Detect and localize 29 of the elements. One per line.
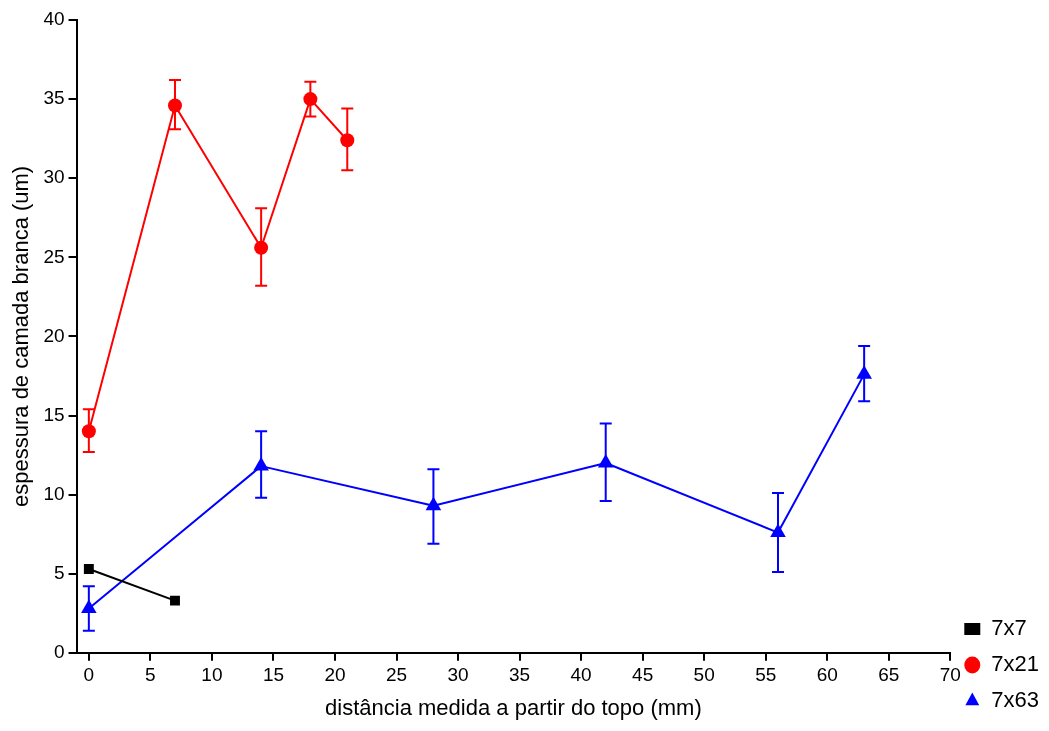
x-tick-label: 20 <box>324 664 346 686</box>
x-tick-label: 60 <box>816 664 838 686</box>
x-tick-label: 0 <box>83 664 95 686</box>
y-tick-label: 35 <box>43 87 65 109</box>
y-tick-label: 20 <box>43 324 65 346</box>
x-tick-label: 70 <box>939 664 961 686</box>
x-tick-label: 40 <box>570 664 592 686</box>
x-tick-label: 65 <box>878 664 900 686</box>
y-tick-label: 40 <box>43 8 65 30</box>
x-tick-label: 45 <box>632 664 654 686</box>
x-tick-label: 35 <box>509 664 531 686</box>
legend-label: 7x21 <box>991 651 1040 677</box>
x-tick-label: 55 <box>755 664 777 686</box>
y-tick-label: 25 <box>43 245 65 267</box>
x-tick-label: 50 <box>693 664 715 686</box>
y-tick-label: 30 <box>43 166 65 188</box>
y-tick-label: 10 <box>43 482 65 504</box>
x-tick-label: 10 <box>201 664 223 686</box>
x-axis-title: distância medida a partir do topo (mm) <box>325 694 702 720</box>
y-axis-title: espessura de camada branca (um) <box>8 165 34 507</box>
y-tick-label: 5 <box>53 561 65 583</box>
x-tick-label: 30 <box>447 664 469 686</box>
y-tick-label: 15 <box>43 403 65 425</box>
x-tick-label: 15 <box>262 664 285 686</box>
y-tick-label: 0 <box>53 641 65 663</box>
legend-label: 7x7 <box>991 615 1027 641</box>
x-tick-label: 5 <box>145 664 156 686</box>
legend-label: 7x63 <box>991 687 1040 713</box>
x-tick-label: 25 <box>385 664 408 686</box>
